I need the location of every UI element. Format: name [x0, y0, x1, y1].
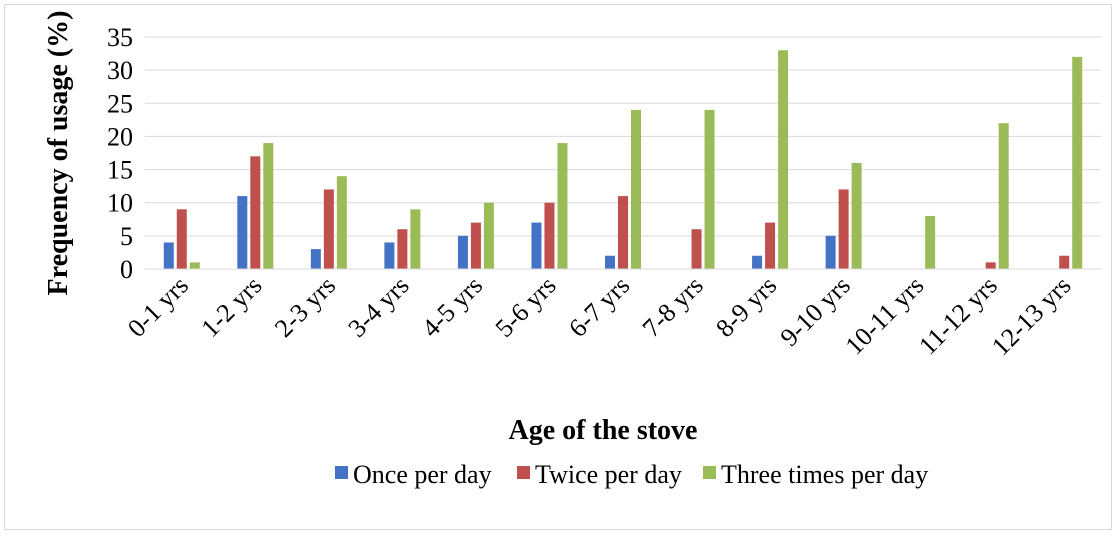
bar-once-per-day	[310, 249, 321, 269]
legend: Once per day Twice per day Three times per…	[335, 460, 928, 489]
bar-twice-per-day	[838, 189, 849, 269]
bars	[163, 50, 1083, 270]
x-tick-label: 5-6 yrs	[490, 271, 562, 343]
bar-twice-per-day	[544, 202, 555, 269]
y-tick-label: 25	[107, 89, 133, 118]
bar-twice-per-day	[985, 262, 996, 269]
bar-once-per-day	[457, 235, 468, 269]
bar-once-per-day	[825, 235, 836, 269]
bar-once-per-day	[237, 196, 248, 269]
y-tick-label: 0	[120, 255, 133, 284]
bar-once-per-day	[752, 255, 763, 269]
bar-three-times-per-day	[336, 176, 347, 269]
bar-three-times-per-day	[1072, 56, 1083, 270]
bar-three-times-per-day	[631, 109, 641, 270]
legend-label: Twice per day	[535, 460, 682, 489]
x-tick-label: 4-5 yrs	[416, 271, 488, 343]
bar-once-per-day	[605, 255, 615, 269]
x-tick-label: 2-3 yrs	[269, 271, 341, 343]
bar-three-times-per-day	[263, 143, 274, 269]
legend-label: Three times per day	[721, 460, 928, 489]
bar-chart: 0 5 10 15 20 25 30 35 0-1 yrs 1-2 yrs 2-3 yrs 3-4 …	[43, 11, 1101, 489]
y-tick-label: 5	[120, 222, 133, 251]
bar-twice-per-day	[618, 196, 628, 269]
x-tick-label: 3-4 yrs	[343, 271, 415, 343]
bar-twice-per-day	[470, 222, 481, 269]
x-tick-label: 8-9 yrs	[710, 271, 782, 343]
bar-once-per-day	[163, 242, 174, 269]
bar-three-times-per-day	[557, 143, 568, 269]
x-axis-ticks: 0-1 yrs 1-2 yrs 2-3 yrs 3-4 yrs 4-5 yrs 5-6 y…	[122, 271, 1077, 361]
bar-once-per-day	[531, 222, 542, 269]
y-tick-label: 20	[107, 122, 133, 151]
bar-twice-per-day	[323, 189, 334, 269]
legend-swatch	[703, 466, 716, 479]
y-tick-label: 15	[107, 156, 133, 185]
x-tick-label: 11-12 yrs	[913, 271, 1003, 361]
bar-twice-per-day	[691, 229, 702, 269]
x-tick-label: 7-8 yrs	[637, 271, 709, 343]
bar-three-times-per-day	[778, 50, 789, 269]
bar-twice-per-day	[397, 229, 408, 269]
chart-frame: 0 5 10 15 20 25 30 35 0-1 yrs 1-2 yrs 2-3 yrs 3-4 …	[4, 4, 1112, 530]
x-tick-label: 12-13 yrs	[986, 271, 1076, 361]
bar-twice-per-day	[250, 156, 261, 269]
bar-three-times-per-day	[704, 109, 715, 270]
bar-three-times-per-day	[925, 215, 936, 269]
legend-swatch	[335, 466, 348, 479]
bar-three-times-per-day	[483, 202, 494, 269]
bar-once-per-day	[384, 242, 395, 269]
x-axis-title: Age of the stove	[509, 415, 698, 446]
bar-three-times-per-day	[189, 262, 200, 269]
bar-three-times-per-day	[998, 123, 1009, 270]
y-tick-label: 35	[107, 23, 133, 52]
legend-swatch	[517, 466, 530, 479]
bar-twice-per-day	[765, 222, 776, 269]
bar-three-times-per-day	[410, 209, 421, 269]
y-axis-title: Frequency of usage (%)	[43, 11, 74, 296]
y-axis-ticks: 0 5 10 15 20 25 30 35	[107, 23, 133, 284]
x-tick-label: 10-11 yrs	[840, 271, 930, 361]
bar-three-times-per-day	[851, 162, 862, 269]
bar-twice-per-day	[176, 209, 187, 269]
y-tick-label: 30	[107, 56, 133, 85]
gridlines	[145, 36, 1101, 237]
legend-label: Once per day	[353, 460, 492, 489]
bar-twice-per-day	[1059, 255, 1070, 269]
x-tick-label: 6-7 yrs	[563, 271, 635, 343]
y-tick-label: 10	[107, 189, 133, 218]
x-tick-label: 1-2 yrs	[195, 271, 267, 343]
